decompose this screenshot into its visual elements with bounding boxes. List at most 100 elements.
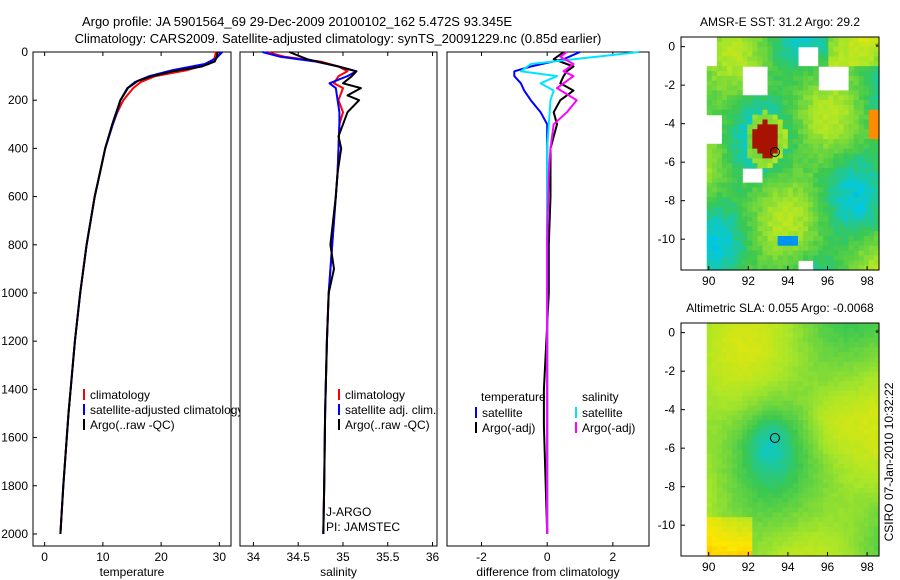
sla_map-cell <box>828 390 835 397</box>
sst_map-cell <box>787 163 794 169</box>
sst_map-cell <box>868 260 875 266</box>
sla_map-cell <box>848 327 855 334</box>
sla_map-cell <box>752 488 759 494</box>
sst_map-cell <box>797 129 804 135</box>
sla_map-cell <box>858 517 865 523</box>
sst_map-cell <box>767 46 774 53</box>
sla_map-cell <box>853 551 860 557</box>
sst_map-cell <box>808 211 814 218</box>
sst_map-cell <box>838 104 845 111</box>
sla_map-cell <box>818 488 824 494</box>
sla_map-cell <box>833 551 840 557</box>
sla_map-cell <box>782 386 789 392</box>
sla_map-cell <box>777 473 784 479</box>
sla_map-cell <box>737 342 743 348</box>
sla_map-cell <box>843 541 850 547</box>
sst_map-cell <box>873 119 880 125</box>
sla_map-cell <box>858 502 865 509</box>
sla_map-cell <box>813 546 819 552</box>
sst_map-cell <box>848 236 855 242</box>
sla_map-cell <box>706 546 713 552</box>
sst_map-cell <box>797 148 804 155</box>
sla_map-cell <box>858 429 865 436</box>
sst_map-cell <box>858 221 865 227</box>
sst_map-ytick-label: -6 <box>664 155 675 169</box>
sst_map-cell <box>727 100 733 106</box>
sst_map-cell <box>853 37 860 43</box>
sst_map-cell <box>747 124 753 130</box>
sla_map-cell <box>716 415 723 421</box>
sla_map-cell <box>732 488 738 494</box>
sla_map-cell <box>868 371 875 377</box>
sla_map-cell <box>762 405 769 411</box>
sla_map-cell <box>787 444 794 450</box>
sla_map-cell <box>803 463 809 470</box>
sla_map-cell <box>792 497 799 504</box>
sla_map-cell <box>752 463 759 470</box>
sst_map-cell <box>823 119 829 125</box>
sla_map-cell <box>752 522 759 528</box>
sst_map-cell <box>823 250 829 257</box>
sst_map-cell <box>727 109 733 116</box>
sla_map-cell <box>797 492 804 499</box>
sst_map-cell <box>747 114 753 121</box>
sst_map-cell <box>803 172 809 179</box>
sla_map-cell <box>752 361 759 368</box>
sla_map-cell <box>792 507 799 513</box>
sst_map-cell <box>772 216 779 223</box>
sst_map-cell <box>803 197 809 203</box>
sla_map-cell <box>818 463 824 470</box>
sst_map-cell <box>848 61 855 67</box>
sla_map-cell <box>808 502 814 509</box>
sst_map-cell <box>873 255 880 261</box>
sst_map-cell <box>782 56 789 62</box>
temperature-xtick-label: 20 <box>154 550 168 564</box>
sla_map-cell <box>833 541 840 547</box>
sst_map-cell <box>732 177 738 184</box>
sla_map-cell <box>858 390 865 397</box>
sla_map-cell <box>808 410 814 416</box>
sla_map-cell <box>858 400 865 407</box>
sla_map-cell <box>777 386 784 392</box>
sst_map-cell <box>808 148 814 155</box>
sst_map-cell <box>757 153 764 159</box>
sla_map-cell <box>772 502 779 509</box>
sst_map-cell <box>873 138 880 145</box>
sla_map-cell <box>828 439 835 445</box>
sst_map-cell <box>863 80 870 87</box>
sst_map-cell <box>727 138 733 145</box>
sla_map-cell <box>716 536 723 543</box>
sla_map-cell <box>797 531 804 538</box>
sla_map-cell <box>828 483 835 489</box>
sla_map-cell <box>727 347 733 353</box>
sla_map-cell <box>843 381 850 387</box>
sst_map-cell <box>787 250 794 257</box>
sla_map-cell <box>868 463 875 470</box>
sla_map-cell <box>711 439 718 445</box>
sla_map-cell <box>873 507 880 513</box>
sla_map-cell <box>863 395 870 402</box>
sla_map-cell <box>828 366 835 373</box>
sla_map-cell <box>797 497 804 504</box>
sst_map-cell <box>742 163 748 169</box>
sst_map-cell <box>782 236 789 242</box>
sst_map-cell <box>848 75 855 82</box>
sla_map-cell <box>818 410 824 416</box>
sst_map-cell <box>782 260 789 266</box>
sla_map-cell <box>838 395 845 402</box>
sla_map-cell <box>848 371 855 377</box>
sla_map-cell <box>757 332 764 339</box>
sst_map-cell <box>818 182 824 189</box>
sla_map-cell <box>716 337 723 344</box>
sst_map-cell <box>863 100 870 106</box>
sst_map-cell <box>721 70 728 77</box>
sst_map-cell <box>727 37 733 43</box>
sla_map-cell <box>732 420 738 426</box>
temperature-series-line <box>59 51 219 535</box>
sla_map-cell <box>797 352 804 358</box>
sla_map-cell <box>716 526 723 533</box>
sst_map-cell <box>858 182 865 189</box>
sla_map-cell <box>747 478 753 484</box>
sst_map-cell <box>828 182 835 189</box>
sst_map-cell <box>838 158 845 164</box>
